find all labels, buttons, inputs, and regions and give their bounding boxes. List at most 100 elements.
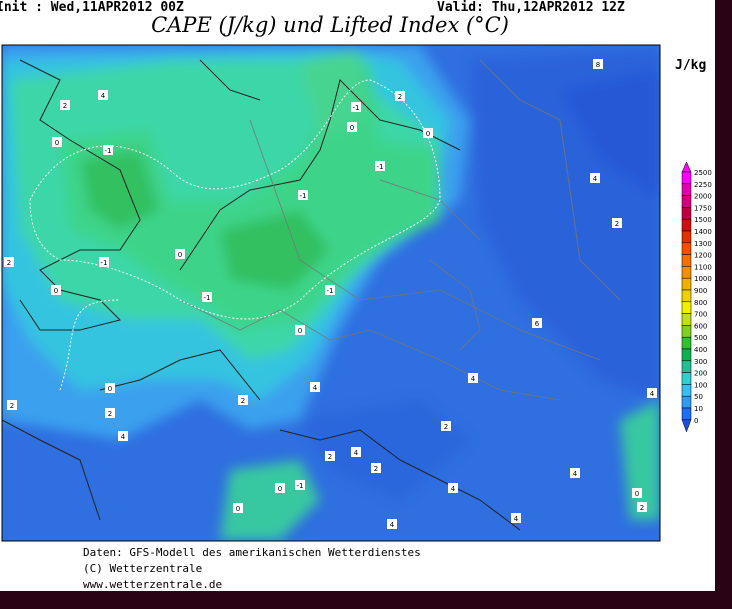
contour-label-box xyxy=(371,463,381,473)
colorbar-label: 500 xyxy=(694,334,707,342)
contour-label: 2 xyxy=(640,504,644,512)
contour-label: 2 xyxy=(63,102,67,110)
contour-label: -1 xyxy=(377,163,384,171)
colorbar-label: 1100 xyxy=(694,263,712,271)
contour-label-box xyxy=(387,519,397,529)
contour-label-box xyxy=(637,502,647,512)
contour-label-box xyxy=(351,102,361,112)
colorbar-segment xyxy=(681,254,692,267)
colorbar-label: 2000 xyxy=(694,193,712,201)
contour-label: 4 xyxy=(101,92,106,100)
contour-label-box xyxy=(4,257,14,267)
contour-label-box xyxy=(570,468,580,478)
contour-label: 2 xyxy=(374,465,378,473)
colorbar-label: 50 xyxy=(694,393,703,401)
colorbar-segment xyxy=(681,325,692,338)
map-title: CAPE (J/kg) und Lifted Index (°C) xyxy=(151,13,509,37)
contour-label-box xyxy=(647,388,657,398)
colorbar-label: 400 xyxy=(694,346,707,354)
contour-label-box xyxy=(233,503,243,513)
colorbar-label: 700 xyxy=(694,311,707,319)
footer-line: Daten: GFS-Modell des amerikanischen Wet… xyxy=(83,546,421,559)
contour-label: -1 xyxy=(297,482,304,490)
colorbar-label: 200 xyxy=(694,370,707,378)
colorbar-label: 600 xyxy=(694,322,707,330)
colorbar-label: 1000 xyxy=(694,275,712,283)
init-time: Init : Wed,11APR2012 00Z xyxy=(0,0,184,15)
map-frame xyxy=(1,44,661,542)
colorbar-segment xyxy=(681,183,692,196)
contour-label: 0 xyxy=(635,490,639,498)
colorbar-segment xyxy=(681,395,692,409)
colorbar-bottom xyxy=(681,419,692,433)
contour-label: 2 xyxy=(444,423,448,431)
contour-label-box xyxy=(7,400,17,410)
colorbar-label: 900 xyxy=(694,287,707,295)
colorbar-segment xyxy=(681,407,692,421)
contour-label: 4 xyxy=(593,175,598,183)
contour-label: 4 xyxy=(354,449,359,457)
contour-label-box xyxy=(295,480,305,490)
colorbar-segment xyxy=(681,289,692,303)
colorbar-label: 0 xyxy=(694,417,698,425)
contour-label-box xyxy=(511,513,521,523)
colorbar-segment xyxy=(681,360,692,373)
contour-label-box xyxy=(632,488,642,498)
contour-label: 8 xyxy=(596,61,600,69)
valid-time: Valid: Thu,12APR2012 12Z xyxy=(437,0,625,15)
contour-label-box xyxy=(99,257,109,267)
colorbar-label: 1400 xyxy=(694,228,712,236)
contour-label: 2 xyxy=(7,259,11,267)
colorbar-segment xyxy=(681,384,692,397)
contour-label-box xyxy=(347,122,357,132)
colorbar-label: 1200 xyxy=(694,252,712,260)
contour-label: 0 xyxy=(55,139,59,147)
page: Init : Wed,11APR2012 00Z Valid: Thu,12AP… xyxy=(0,0,715,591)
contour-label-box xyxy=(612,218,622,228)
contour-label: 0 xyxy=(426,130,430,138)
contour-label: 4 xyxy=(471,375,476,383)
contour-label: 2 xyxy=(241,397,245,405)
colorbar-segment xyxy=(681,230,692,244)
contour-label-box xyxy=(351,447,361,457)
contour-label-box xyxy=(468,373,478,383)
contour-label: 0 xyxy=(54,287,58,295)
contour-label-box xyxy=(423,128,433,138)
contour-label: 4 xyxy=(390,521,395,529)
colorbar-segment xyxy=(681,336,692,350)
contour-label-box xyxy=(310,382,320,392)
contour-label-box xyxy=(103,145,113,155)
colorbar-segment xyxy=(681,207,692,220)
colorbar-segment xyxy=(681,195,692,208)
contour-label-box xyxy=(395,91,405,101)
colorbar-unit: J/kg xyxy=(675,58,707,73)
contour-label-box xyxy=(202,292,212,302)
contour-label-box xyxy=(593,59,603,69)
contour-label-box xyxy=(295,325,305,335)
colorbar-label: 800 xyxy=(694,299,707,307)
contour-label: 2 xyxy=(108,410,112,418)
colorbar-segment xyxy=(681,277,692,291)
contour-label: -1 xyxy=(300,192,307,200)
colorbar-label: 2500 xyxy=(694,169,712,177)
contour-label: 2 xyxy=(10,402,14,410)
colorbar-segment xyxy=(681,218,692,232)
contour-label: -1 xyxy=(327,287,334,295)
contour-label: 4 xyxy=(313,384,318,392)
contour-label-box xyxy=(60,100,70,110)
contour-label: 4 xyxy=(451,485,456,493)
contour-label: 0 xyxy=(350,124,354,132)
colorbar-segment xyxy=(681,348,692,362)
contour-label: 4 xyxy=(121,433,126,441)
contour-label: -1 xyxy=(204,294,211,302)
contour-label-box xyxy=(238,395,248,405)
contour-label-box xyxy=(118,431,128,441)
footer-line: (C) Wetterzentrale xyxy=(83,562,203,575)
contour-label: -1 xyxy=(105,147,112,155)
colorbar-label: 2250 xyxy=(694,181,712,189)
contour-label: 0 xyxy=(236,505,240,513)
colorbar-segment xyxy=(681,266,692,279)
contour-label: 2 xyxy=(615,220,619,228)
contour-label: 2 xyxy=(328,453,332,461)
contour-label-box xyxy=(375,161,385,171)
